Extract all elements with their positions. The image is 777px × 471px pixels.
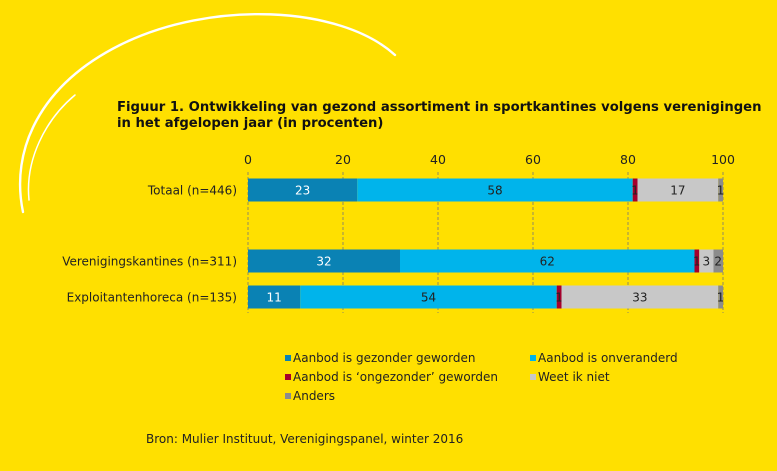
- legend-label: Aanbod is ‘ongezonder’ geworden: [293, 370, 499, 384]
- bar-segment: [694, 249, 700, 273]
- legend-swatch: [285, 393, 291, 399]
- data-label: 1: [693, 255, 701, 269]
- legend-item: Aanbod is onveranderd: [530, 351, 678, 365]
- legend-item: Anders: [285, 389, 335, 403]
- legend-label: Aanbod is onveranderd: [538, 351, 678, 365]
- bar-segment: [699, 249, 714, 273]
- category-label: Exploitantenhoreca (n=135): [67, 291, 237, 305]
- bar-segment: [718, 178, 723, 202]
- x-tick-label: 100: [711, 152, 735, 167]
- x-tick-label: 20: [335, 152, 351, 167]
- data-label: 1: [555, 291, 563, 305]
- legend-swatch: [530, 374, 536, 380]
- legend-item: Aanbod is ‘ongezonder’ geworden: [285, 370, 498, 384]
- legend-swatch: [285, 355, 291, 361]
- bar-segment: [561, 285, 719, 309]
- data-label: 1: [717, 184, 725, 198]
- bar-segment: [248, 178, 358, 202]
- category-label: Verenigingskantines (n=311): [62, 255, 237, 269]
- bar-segment: [718, 285, 723, 309]
- legend-item: Weet ik niet: [530, 370, 610, 384]
- data-label: 17: [670, 184, 685, 198]
- source-note: Bron: Mulier Instituut, Verenigingspanel…: [146, 432, 464, 446]
- bar-segment: [357, 178, 633, 202]
- x-tick-label: 40: [430, 152, 446, 167]
- data-label: 3: [703, 255, 711, 269]
- legend-item: Aanbod is gezonder geworden: [285, 351, 475, 365]
- x-tick-label: 0: [244, 152, 252, 167]
- bar-segment: [400, 249, 695, 273]
- data-label: 11: [266, 291, 281, 305]
- x-tick-label: 80: [620, 152, 636, 167]
- legend-swatch: [530, 355, 536, 361]
- data-label: 1: [717, 291, 725, 305]
- legend-label: Weet ik niet: [538, 370, 610, 384]
- data-label: 23: [295, 184, 310, 198]
- chart-title: Figuur 1. Ontwikkeling van gezond assort…: [117, 100, 762, 131]
- category-label: Totaal (n=446): [147, 184, 237, 198]
- data-label: 62: [540, 255, 555, 269]
- bar-segment: [632, 178, 638, 202]
- bar-segment: [300, 285, 557, 309]
- data-label: 1: [631, 184, 639, 198]
- data-label: 33: [632, 291, 647, 305]
- data-label: 2: [714, 255, 722, 269]
- bar-segment: [248, 249, 400, 273]
- legend-label: Anders: [293, 389, 335, 403]
- x-tick-label: 60: [525, 152, 541, 167]
- bar-segment: [713, 249, 723, 273]
- bar-segment: [248, 285, 301, 309]
- data-label: 54: [421, 291, 436, 305]
- bar-segment: [637, 178, 719, 202]
- bar-segment: [556, 285, 562, 309]
- legend-swatch: [285, 374, 291, 380]
- data-label: 58: [487, 184, 502, 198]
- data-label: 32: [316, 255, 331, 269]
- legend-label: Aanbod is gezonder geworden: [293, 351, 476, 365]
